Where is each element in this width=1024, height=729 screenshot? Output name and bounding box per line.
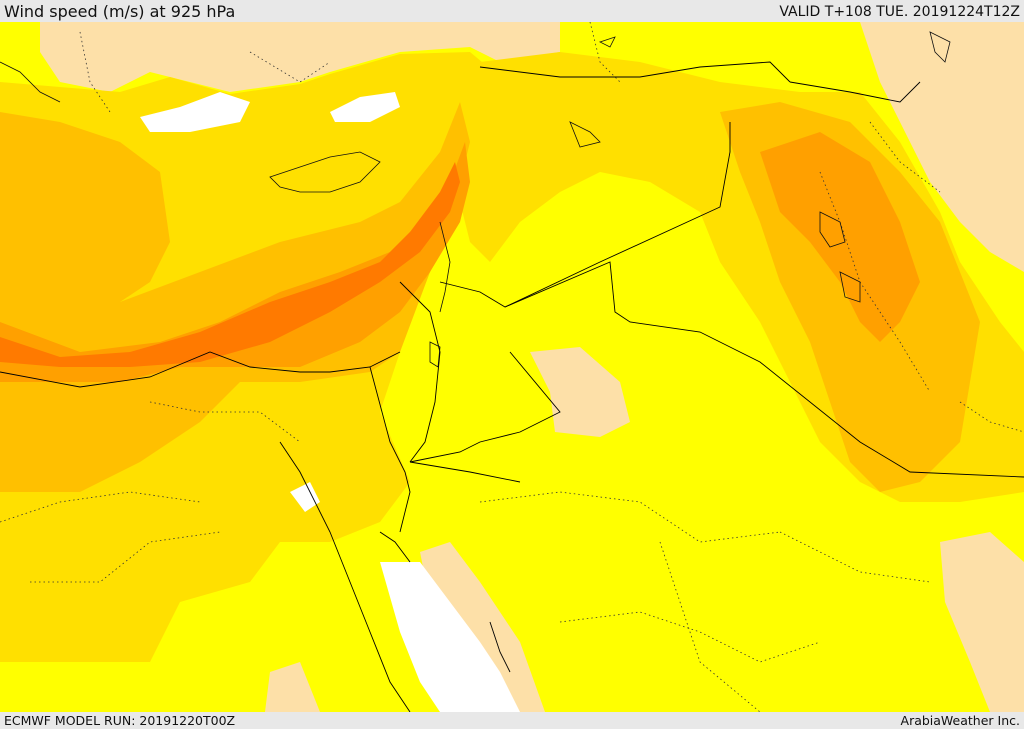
field-calm-redsea <box>380 562 520 712</box>
map-title: Wind speed (m/s) at 925 hPa <box>4 2 236 21</box>
header: Wind speed (m/s) at 925 hPa VALID T+108 … <box>0 0 1024 22</box>
field-light-sw <box>265 662 320 712</box>
model-run: ECMWF MODEL RUN: 20191220T00Z <box>4 713 236 728</box>
field-light-south <box>420 542 545 712</box>
coastlines <box>0 31 951 368</box>
field-calm-gulf <box>290 482 320 512</box>
map-canvas <box>0 22 1024 712</box>
field-calm-north2 <box>330 92 400 122</box>
field-strong-east <box>760 132 920 342</box>
field-fresh-west <box>0 102 470 492</box>
field-light-northeast <box>860 22 1024 272</box>
footer: ECMWF MODEL RUN: 20191220T00Z ArabiaWeat… <box>0 712 1024 729</box>
field-light-north <box>40 22 560 92</box>
country-borders <box>0 61 1024 712</box>
field-strong-band <box>0 142 470 382</box>
field-very-strong-core <box>0 162 460 367</box>
wind-speed-map <box>0 22 1024 712</box>
valid-time: VALID T+108 TUE. 20191224T12Z <box>779 4 1020 20</box>
field-calm-north <box>140 92 250 132</box>
credit: ArabiaWeather Inc. <box>900 713 1020 728</box>
field-light-east <box>940 532 1024 712</box>
